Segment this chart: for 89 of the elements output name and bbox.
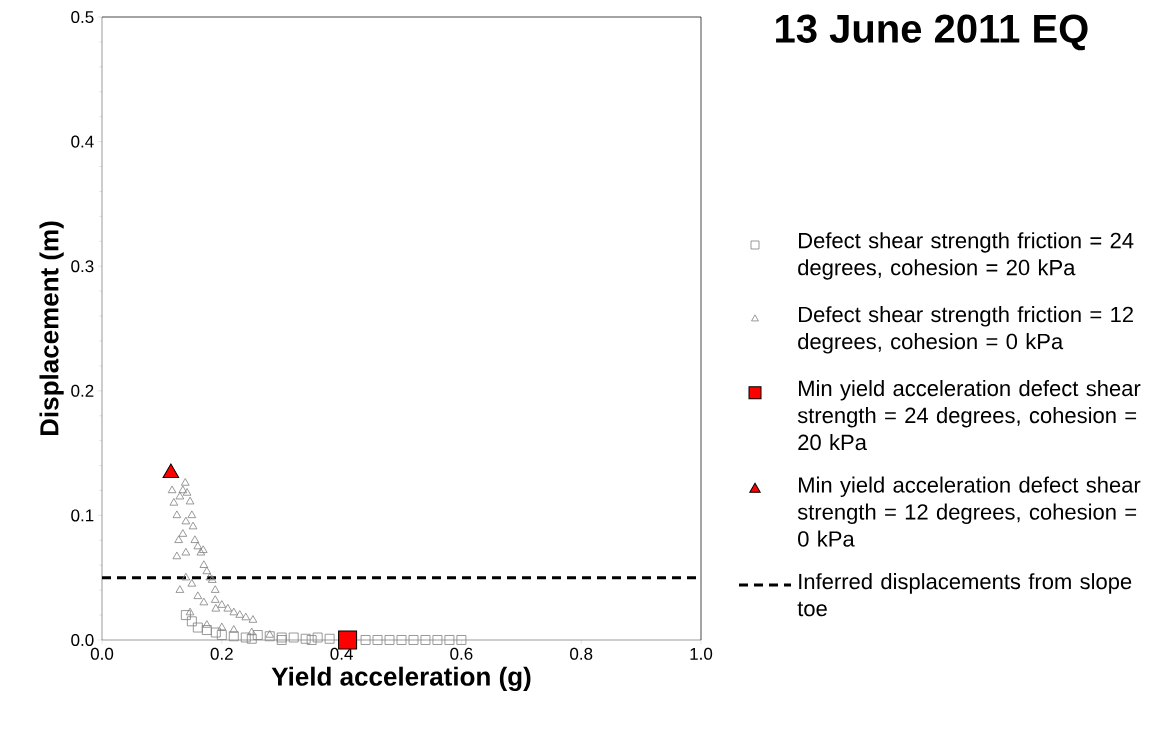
point: [324, 633, 335, 644]
point: [444, 635, 455, 645]
point: [181, 547, 191, 556]
point: [300, 633, 311, 644]
point: [265, 630, 275, 638]
point: [207, 575, 217, 583]
x-tick-label: 0.8: [570, 647, 593, 660]
point: [162, 463, 180, 479]
point: [216, 630, 227, 640]
point: [312, 632, 323, 643]
point: [360, 635, 371, 645]
legend-label: Defect shear strength friction = 24 degrees, cohesion = 20 kPa: [798, 232, 1134, 280]
point: [248, 615, 258, 623]
point: [210, 585, 220, 593]
point: [246, 633, 257, 644]
x-tick-label: 0.0: [90, 647, 114, 660]
point: [211, 603, 221, 612]
point: [187, 510, 197, 519]
point: [185, 607, 195, 616]
y-tick-label: 0.2: [71, 384, 94, 397]
point: [420, 635, 431, 645]
point: [235, 610, 245, 618]
point: [252, 630, 263, 640]
x-axis-title: Yield acceleration (g): [271, 666, 531, 692]
point: [264, 631, 275, 642]
point: [384, 635, 395, 645]
point: [228, 631, 239, 642]
point: [181, 572, 191, 581]
point: [229, 607, 239, 616]
legend-label: Defect shear strength friction = 12 degrees, cohesion = 0 kPa: [798, 306, 1133, 354]
point: [229, 625, 239, 633]
y-tick-label: 0.1: [71, 509, 94, 522]
point: [306, 635, 317, 645]
point: [202, 620, 212, 628]
y-axis-title: Displacement (m): [39, 221, 64, 436]
point: [408, 635, 419, 645]
legend-label: Inferred displacements from slope toe: [797, 573, 1132, 617]
text: 13 June 2011 EQ: [776, 14, 1088, 51]
point: [247, 627, 257, 636]
y-tick-label: 0.3: [71, 260, 94, 273]
point: [240, 632, 251, 643]
y-tick-label: 0.5: [71, 10, 94, 24]
point: [199, 560, 209, 568]
point: [223, 603, 233, 612]
point: [396, 635, 407, 645]
point: [456, 635, 467, 645]
point: [210, 595, 220, 603]
legend-label: Min yield acceleration defect shear strength = 12 degrees, cohesion = 0 kPa: [797, 476, 1141, 547]
point: [181, 516, 191, 525]
point: [190, 535, 200, 543]
point: [432, 635, 443, 645]
y-tick-label: 0.0: [71, 633, 94, 647]
point: [372, 635, 383, 645]
x-tick-label: 0.4: [330, 647, 353, 660]
point: [186, 616, 197, 627]
point: [178, 529, 188, 537]
point: [187, 579, 197, 587]
point: [198, 545, 208, 553]
x-tick-label: 0.6: [450, 647, 473, 660]
point: [241, 612, 251, 621]
point: [180, 478, 190, 486]
point: [193, 591, 203, 600]
y-tick-label: 0.4: [71, 135, 94, 148]
point: [178, 485, 188, 494]
point: [202, 566, 212, 575]
point: [193, 541, 203, 550]
x-tick-label: 0.2: [210, 647, 233, 660]
point: [199, 597, 209, 606]
x-tick-label: 1.0: [690, 647, 713, 660]
point: [288, 632, 299, 643]
point: [169, 498, 179, 506]
point: [217, 622, 227, 631]
point: [188, 521, 198, 530]
point: [172, 551, 182, 560]
point: [172, 510, 182, 519]
point: [180, 610, 191, 620]
point: [167, 485, 177, 494]
point: [185, 496, 195, 505]
point: [210, 627, 221, 638]
point: [174, 535, 183, 543]
point: [175, 491, 185, 500]
point: [217, 600, 227, 608]
point: [196, 547, 206, 556]
point: [205, 572, 215, 581]
point: [201, 625, 212, 635]
point: [182, 488, 192, 496]
point: [192, 622, 203, 633]
legend-label: Min yield acceleration defect shear strength = 24 degrees, cohesion = 20 kPa: [797, 380, 1141, 451]
point: [175, 585, 185, 593]
